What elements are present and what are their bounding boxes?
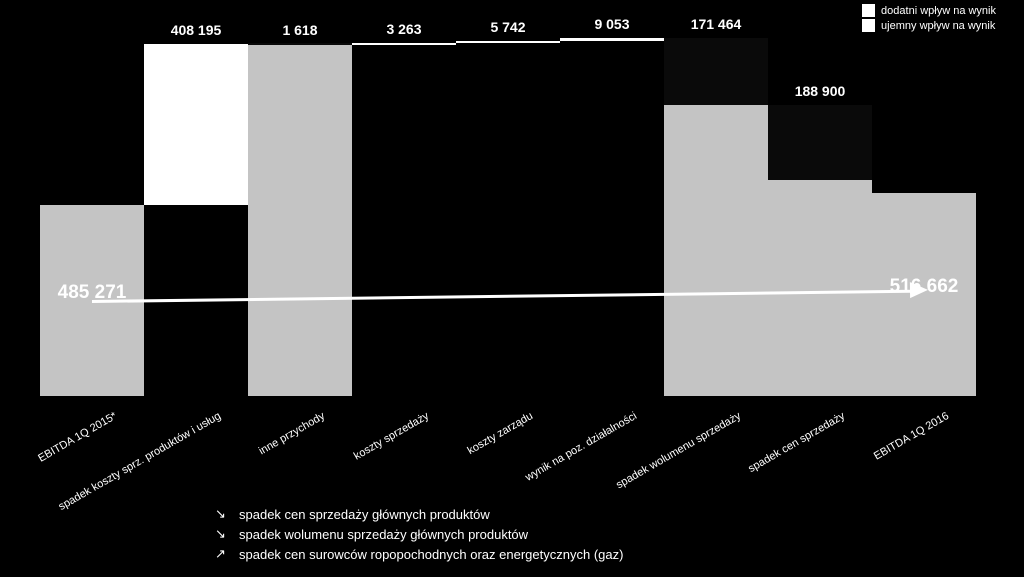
- bar-value-label: 3 263: [352, 21, 456, 37]
- x-tick-label: koszty sprzedaży: [352, 410, 431, 463]
- bar-value-label: 171 464: [664, 16, 768, 32]
- waterfall-bar: [560, 38, 664, 42]
- up-arrow-icon: ↗: [215, 546, 239, 562]
- x-tick-label: EBITDA 1Q 2015*: [36, 410, 119, 465]
- waterfall-connector: [248, 45, 352, 396]
- legend-label-positive: dodatni wpływ na wynik: [881, 5, 996, 17]
- down-arrow-icon: ↘: [215, 506, 239, 522]
- waterfall-connector: [768, 180, 872, 396]
- waterfall-bar: [768, 105, 872, 179]
- waterfall-bar: [352, 43, 456, 45]
- x-tick-label: inne przychody: [257, 410, 327, 457]
- bar-value-label: 408 195: [144, 22, 248, 38]
- x-tick-label: wynik na poz. działalności: [523, 410, 639, 484]
- legend-item-positive: dodatni wpływ na wynik: [862, 4, 996, 17]
- note-row: ↘ spadek wolumenu sprzedaży głównych pro…: [215, 526, 623, 542]
- note-text: spadek cen surowców ropopochodnych oraz …: [239, 547, 623, 562]
- bar-value-label: 5 742: [456, 19, 560, 35]
- note-row: ↘ spadek cen sprzedaży głównych produktó…: [215, 506, 623, 522]
- waterfall-bar: [144, 44, 248, 205]
- bar-value-label: 1 618: [248, 22, 352, 38]
- x-tick-label: koszty zarządu: [465, 410, 535, 457]
- legend-swatch-positive: [862, 4, 875, 17]
- legend-swatch-negative: [862, 19, 875, 32]
- waterfall-bar: [456, 41, 560, 43]
- waterfall-bar: [664, 38, 768, 106]
- waterfall-chart: 485 271408 1951 6183 2635 7429 053171 46…: [40, 36, 984, 396]
- legend-item-negative: ujemny wpływ na wynik: [862, 19, 996, 32]
- x-tick-label: EBITDA 1Q 2016: [872, 410, 951, 463]
- legend-label-negative: ujemny wpływ na wynik: [881, 20, 995, 32]
- notes-block: ↘ spadek cen sprzedaży głównych produktó…: [215, 506, 623, 566]
- x-tick-label: spadek cen sprzedaży: [746, 410, 847, 475]
- waterfall-bar: [248, 43, 352, 45]
- legend: dodatni wpływ na wynik ujemny wpływ na w…: [862, 4, 996, 34]
- note-text: spadek wolumenu sprzedaży głównych produ…: [239, 527, 528, 542]
- x-axis: EBITDA 1Q 2015*spadek koszty sprz. produ…: [40, 396, 984, 481]
- x-tick-label: spadek koszty sprz. produktów i usług: [56, 410, 222, 513]
- bar-value-label: 9 053: [560, 16, 664, 32]
- trend-arrow-head-icon: [910, 282, 928, 298]
- note-text: spadek cen sprzedaży głównych produktów: [239, 507, 490, 522]
- down-arrow-icon: ↘: [215, 526, 239, 542]
- note-row: ↗ spadek cen surowców ropopochodnych ora…: [215, 546, 623, 562]
- bar-value-label: 188 900: [768, 83, 872, 99]
- waterfall-connector: [664, 105, 768, 396]
